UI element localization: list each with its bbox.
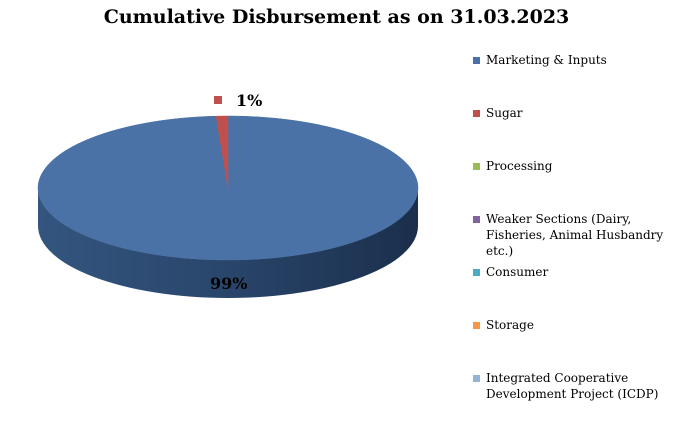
pie-top xyxy=(37,115,419,261)
legend-swatch-5 xyxy=(473,322,480,329)
legend-label-1: Sugar xyxy=(486,106,523,120)
pie-slice-1 xyxy=(215,115,229,189)
legend-item-2: Processing xyxy=(473,158,666,174)
legend-item-5: Storage xyxy=(473,317,666,333)
pie-side-wall xyxy=(38,188,418,298)
legend-label-2: Processing xyxy=(486,159,553,173)
legend-item-0: Marketing & Inputs xyxy=(473,52,666,68)
legend-item-1: Sugar xyxy=(473,105,666,121)
legend-swatch-1 xyxy=(473,110,480,117)
legend-label-5: Storage xyxy=(486,318,534,332)
chart-title: Cumulative Disbursement as on 31.03.2023 xyxy=(103,6,570,28)
legend-item-3: Weaker Sections (Dairy, Fisheries, Anima… xyxy=(473,211,666,259)
pie-labels: 99% 1% xyxy=(210,91,262,293)
data-label-key-1 xyxy=(214,96,222,104)
legend-swatch-3 xyxy=(473,216,480,223)
data-label-0: 99% xyxy=(210,274,247,293)
legend-label-4: Consumer xyxy=(486,265,549,279)
legend-item-6: Integrated Cooperative Development Proje… xyxy=(473,370,666,402)
legend-swatch-6 xyxy=(473,375,480,382)
pie-side xyxy=(38,188,418,298)
legend-item-4: Consumer xyxy=(473,264,666,280)
legend-swatch-4 xyxy=(473,269,480,276)
legend-label-6: Integrated Cooperative Development Proje… xyxy=(486,371,659,401)
data-label-1: 1% xyxy=(236,91,262,110)
legend-label-0: Marketing & Inputs xyxy=(486,53,607,67)
legend-swatch-0 xyxy=(473,57,480,64)
legend-swatch-2 xyxy=(473,163,480,170)
legend-label-3: Weaker Sections (Dairy, Fisheries, Anima… xyxy=(486,212,664,258)
